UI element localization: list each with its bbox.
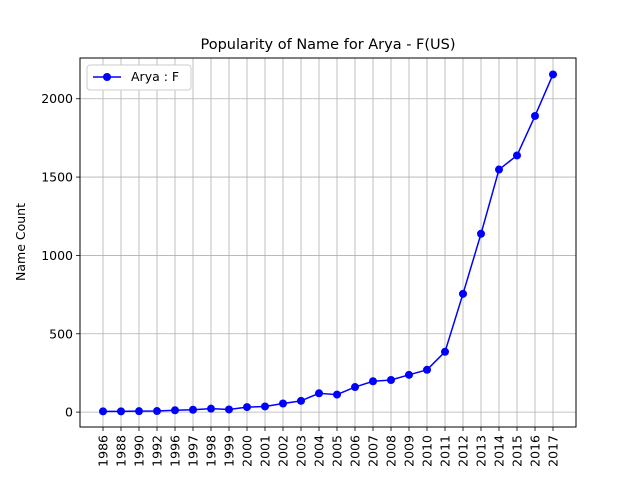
x-tick-label: 2001 xyxy=(258,435,273,467)
data-point xyxy=(495,165,503,174)
x-tick-label: 1998 xyxy=(204,435,219,467)
data-point xyxy=(279,399,287,408)
x-tick-label: 1990 xyxy=(132,435,147,467)
x-tick-label: 2013 xyxy=(474,435,489,467)
data-point xyxy=(405,370,413,379)
data-point xyxy=(243,403,251,412)
data-point xyxy=(369,377,377,386)
x-tick-label: 1988 xyxy=(114,435,129,467)
x-tick-label: 2003 xyxy=(294,435,309,467)
x-tick-label: 2012 xyxy=(456,435,471,467)
x-tick-label: 2014 xyxy=(492,435,507,467)
x-tick-label: 2017 xyxy=(546,435,561,467)
x-tick-label: 1986 xyxy=(96,435,111,467)
data-point xyxy=(531,111,539,120)
chart-title: Popularity of Name for Arya - F(US) xyxy=(200,37,455,53)
data-point xyxy=(225,405,233,414)
data-point xyxy=(423,365,431,374)
y-tick-label: 1500 xyxy=(41,170,73,185)
data-point xyxy=(153,407,161,416)
y-tick-label: 0 xyxy=(65,405,73,420)
y-tick-label: 500 xyxy=(49,326,73,341)
legend-box xyxy=(86,64,192,91)
data-point xyxy=(315,389,323,398)
x-tick-label: 2004 xyxy=(312,435,327,467)
data-point xyxy=(135,407,143,416)
x-tick-label: 1996 xyxy=(168,435,183,467)
data-point xyxy=(171,406,179,415)
data-point xyxy=(351,383,359,392)
x-tick-label: 2009 xyxy=(402,435,417,467)
x-tick-label: 2005 xyxy=(330,435,345,467)
series-layer xyxy=(99,70,557,416)
x-tick-label: 2007 xyxy=(366,435,381,467)
x-tick-label: 1997 xyxy=(186,435,201,467)
legend-label: Arya : F xyxy=(131,69,179,84)
data-point xyxy=(477,229,485,238)
data-point xyxy=(261,402,269,411)
x-tick-label: 2002 xyxy=(276,435,291,467)
y-axis: 0 500 1000 1500 2000 xyxy=(41,91,80,420)
y-tick-label: 1000 xyxy=(41,248,73,263)
plot-frame xyxy=(79,57,577,428)
data-point xyxy=(459,289,467,298)
data-point xyxy=(387,375,395,384)
data-point xyxy=(297,396,305,405)
x-tick-label: 2011 xyxy=(438,435,453,467)
data-point xyxy=(333,390,341,399)
data-point xyxy=(207,404,215,413)
data-point xyxy=(99,407,107,416)
x-tick-label: 1999 xyxy=(222,435,237,467)
x-tick-label: 2016 xyxy=(528,435,543,467)
x-axis: 1986 1988 1990 1992 1996 1997 1998 1999 2000 2001… xyxy=(96,427,561,467)
data-point xyxy=(117,407,125,416)
x-tick-label: 2015 xyxy=(510,435,525,467)
y-tick-label: 2000 xyxy=(41,91,73,106)
x-tick-label: 2010 xyxy=(420,435,435,467)
x-tick-label: 2006 xyxy=(348,435,363,467)
data-point xyxy=(189,405,197,414)
x-tick-label: 2008 xyxy=(384,435,399,467)
x-tick-label: 2000 xyxy=(240,435,255,467)
legend-marker xyxy=(103,73,111,81)
data-point xyxy=(549,70,557,79)
data-point xyxy=(441,347,449,356)
x-tick-label: 1992 xyxy=(150,435,165,467)
data-point xyxy=(513,151,521,160)
grid xyxy=(80,58,576,427)
y-axis-label: Name Count xyxy=(13,203,28,281)
legend: Arya : F xyxy=(86,64,192,91)
